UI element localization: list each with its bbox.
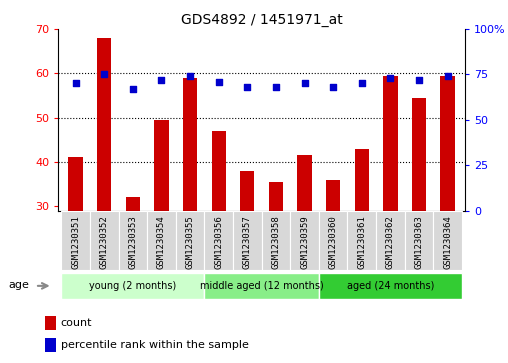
Bar (233, 211, 262, 270)
Point (100, 72, 108, 77)
Point (243, 84, 251, 90)
Text: GSM1230358: GSM1230358 (271, 215, 280, 269)
Point (415, 77, 423, 83)
Bar (61, 211, 90, 270)
Bar (176, 211, 204, 270)
Text: aged (24 months): aged (24 months) (347, 281, 434, 291)
Bar (118, 211, 147, 270)
Bar (90, 211, 118, 270)
Point (157, 77, 166, 83)
Text: GSM1230359: GSM1230359 (300, 215, 309, 269)
Bar (412, 98, 426, 211)
Bar (69, 158, 83, 211)
Bar (319, 211, 347, 270)
Point (186, 73, 194, 79)
Bar (147, 211, 176, 270)
Point (387, 75, 395, 81)
Text: GSM1230351: GSM1230351 (71, 215, 80, 269)
Bar (204, 273, 319, 299)
Title: GDS4892 / 1451971_at: GDS4892 / 1451971_at (181, 13, 342, 26)
Bar (154, 120, 169, 211)
Text: middle aged (12 months): middle aged (12 months) (200, 281, 324, 291)
Bar (433, 211, 462, 270)
Bar (297, 155, 312, 211)
Bar (125, 197, 140, 211)
Bar (240, 171, 255, 211)
Text: GSM1230364: GSM1230364 (443, 215, 452, 269)
Bar (290, 211, 319, 270)
Text: GSM1230360: GSM1230360 (329, 215, 338, 269)
Text: count: count (61, 318, 92, 328)
Text: GSM1230352: GSM1230352 (100, 215, 109, 269)
Point (301, 81, 309, 86)
Text: GSM1230357: GSM1230357 (243, 215, 252, 269)
Bar (45, 315, 56, 330)
Text: GSM1230356: GSM1230356 (214, 215, 223, 269)
Text: age: age (9, 280, 29, 290)
Bar (347, 211, 376, 270)
Point (443, 73, 452, 79)
Point (358, 81, 366, 86)
Text: young (2 months): young (2 months) (89, 281, 176, 291)
Bar (97, 38, 111, 211)
Bar (376, 211, 405, 270)
Bar (405, 211, 433, 270)
Bar (440, 76, 455, 211)
Bar (204, 211, 233, 270)
Text: GSM1230361: GSM1230361 (357, 215, 366, 269)
Point (129, 86, 137, 92)
Text: percentile rank within the sample: percentile rank within the sample (61, 340, 248, 350)
Point (214, 79, 223, 85)
Text: GSM1230363: GSM1230363 (415, 215, 424, 269)
Bar (61, 273, 204, 299)
Text: GSM1230353: GSM1230353 (129, 215, 137, 269)
Bar (326, 180, 340, 211)
Point (272, 84, 280, 90)
Bar (355, 148, 369, 211)
Text: GSM1230355: GSM1230355 (185, 215, 195, 269)
Bar (262, 211, 290, 270)
Bar (383, 76, 398, 211)
Bar (45, 338, 56, 352)
Bar (183, 78, 197, 211)
Point (72, 81, 80, 86)
Bar (319, 273, 462, 299)
Text: GSM1230362: GSM1230362 (386, 215, 395, 269)
Point (329, 84, 337, 90)
Bar (269, 182, 283, 211)
Bar (211, 131, 226, 211)
Text: GSM1230354: GSM1230354 (157, 215, 166, 269)
